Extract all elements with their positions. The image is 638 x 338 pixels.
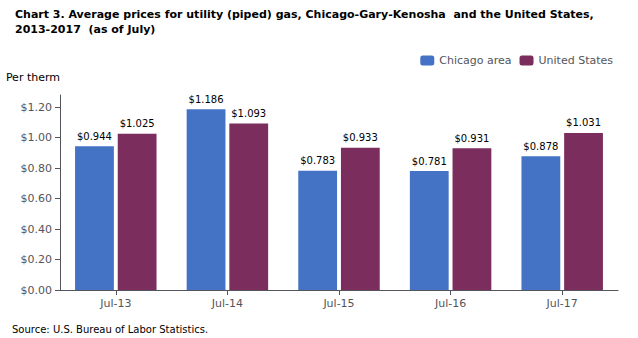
svg-text:2013-2017 (as of July): 2013-2017 (as of July) bbox=[15, 23, 155, 36]
svg-text:$0.80: $0.80 bbox=[21, 162, 53, 175]
svg-text:Jul-16: Jul-16 bbox=[434, 297, 466, 310]
svg-text:$0.931: $0.931 bbox=[454, 133, 489, 144]
svg-text:Chart 3. Average prices for ut: Chart 3. Average prices for utility (pip… bbox=[15, 8, 594, 21]
svg-text:$1.031: $1.031 bbox=[566, 117, 601, 128]
svg-text:Per therm: Per therm bbox=[6, 71, 60, 84]
svg-text:$0.933: $0.933 bbox=[343, 132, 378, 143]
svg-text:$1.186: $1.186 bbox=[189, 94, 224, 105]
svg-text:$0.944: $0.944 bbox=[77, 131, 112, 142]
svg-text:Jul-17: Jul-17 bbox=[546, 297, 578, 310]
svg-text:$0.878: $0.878 bbox=[523, 141, 558, 152]
svg-text:Source: U.S. Bureau of Labor S: Source: U.S. Bureau of Labor Statistics. bbox=[12, 324, 208, 335]
svg-text:$0.60: $0.60 bbox=[21, 192, 53, 205]
svg-text:Jul-15: Jul-15 bbox=[322, 297, 354, 310]
svg-text:$0.781: $0.781 bbox=[412, 156, 447, 167]
svg-text:$0.783: $0.783 bbox=[300, 155, 335, 166]
svg-text:$1.025: $1.025 bbox=[120, 118, 155, 129]
svg-text:$1.093: $1.093 bbox=[231, 108, 266, 119]
svg-text:$1.00: $1.00 bbox=[21, 131, 53, 144]
svg-text:$1.20: $1.20 bbox=[21, 101, 53, 114]
svg-text:Jul-14: Jul-14 bbox=[211, 297, 243, 310]
svg-text:Chicago area: Chicago area bbox=[439, 54, 511, 67]
svg-text:Jul-13: Jul-13 bbox=[99, 297, 131, 310]
svg-text:$0.20: $0.20 bbox=[21, 253, 53, 266]
svg-text:$0.40: $0.40 bbox=[21, 223, 53, 236]
svg-text:United States: United States bbox=[539, 54, 614, 67]
svg-text:$0.00: $0.00 bbox=[21, 284, 53, 297]
